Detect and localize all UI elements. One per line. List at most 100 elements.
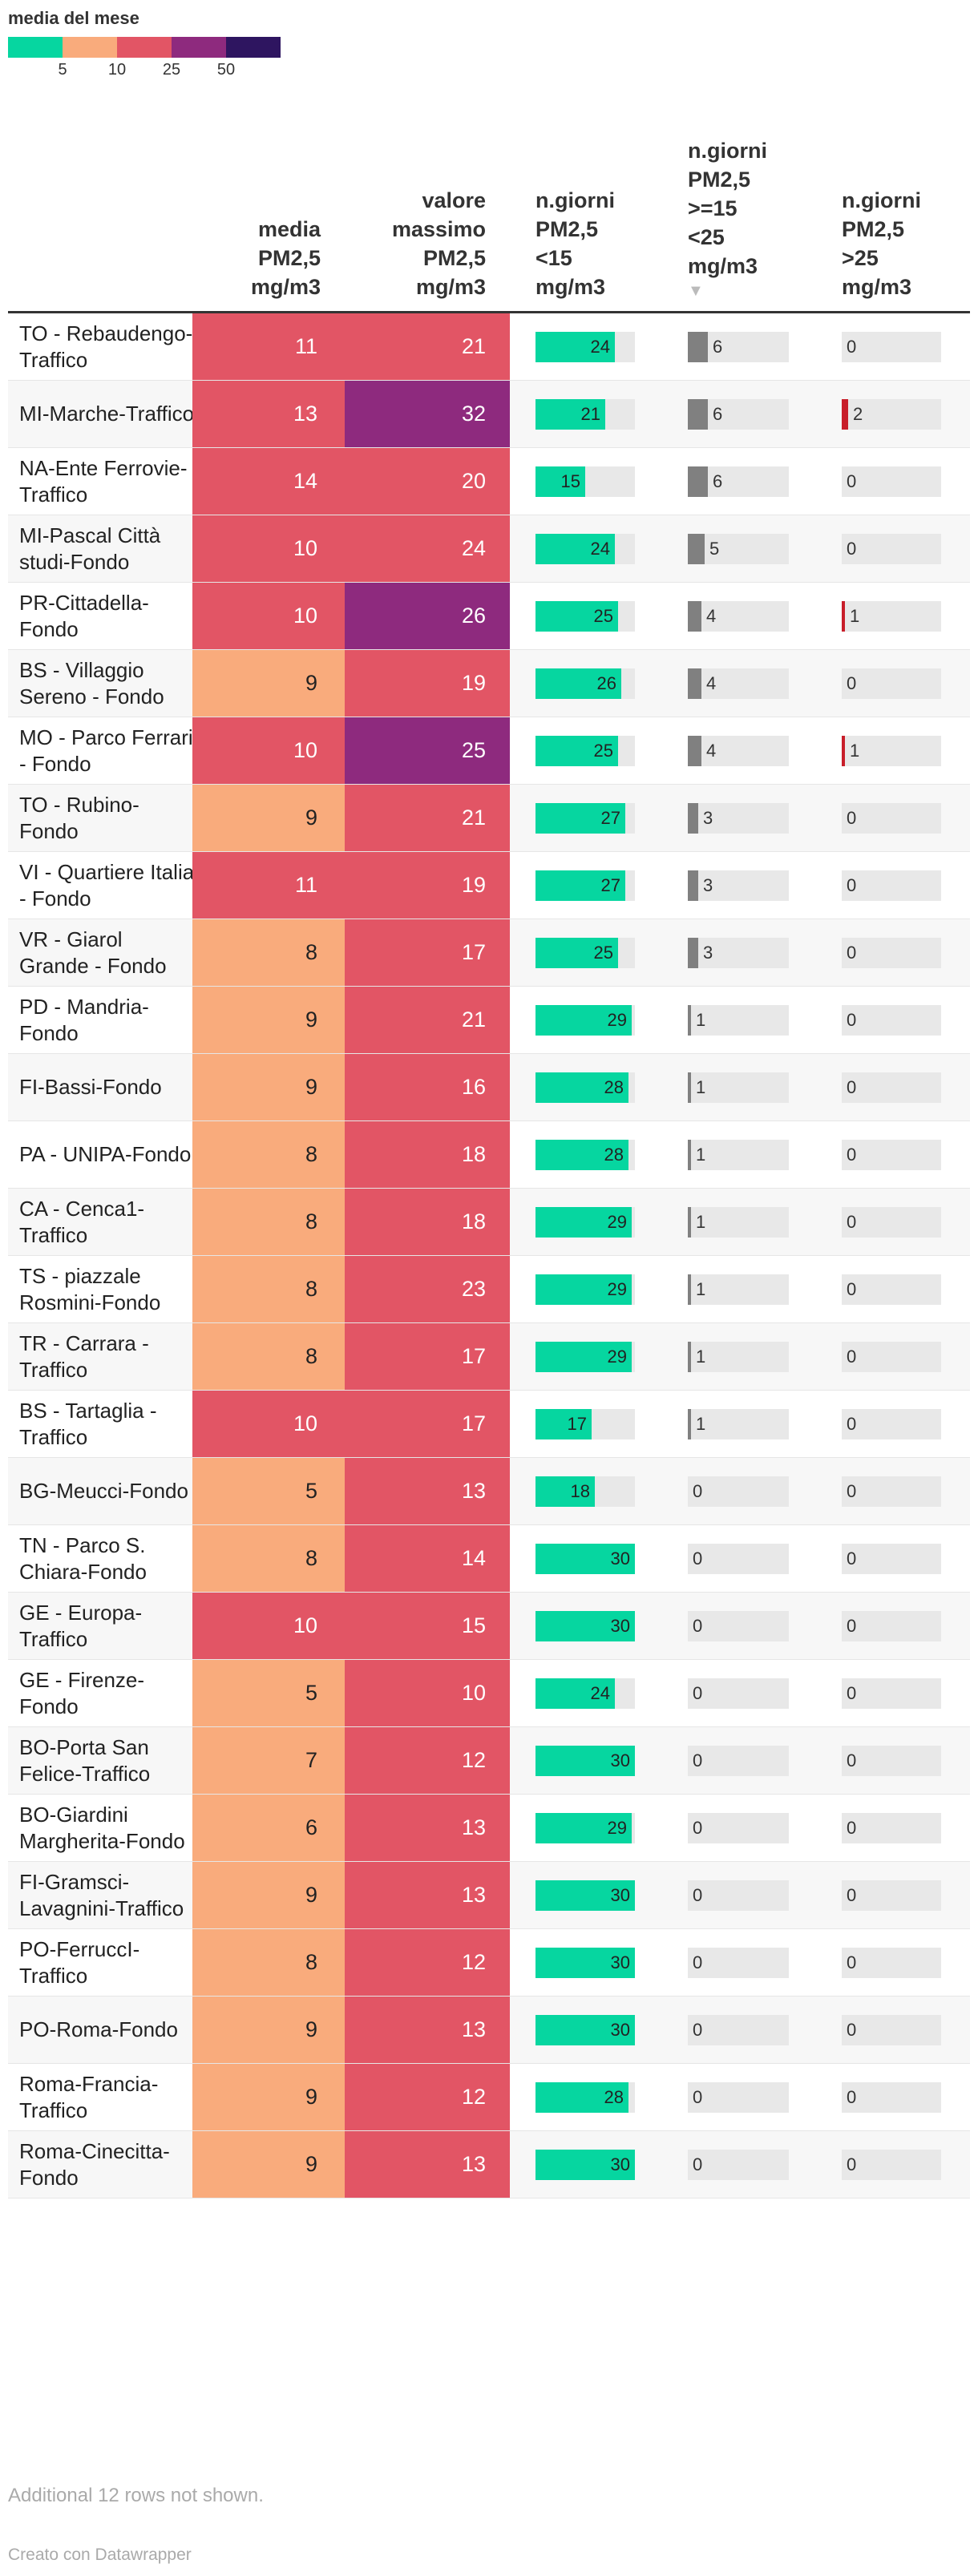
bar-track-gt25 bbox=[842, 2150, 941, 2180]
bar-track-gt25 bbox=[842, 1072, 941, 1103]
bar-label-gt25: 0 bbox=[847, 673, 857, 693]
table-header: media PM2,5 mg/m3 valore massimo PM2,5 mg/m3 n.… bbox=[8, 120, 970, 313]
bar-track-mid bbox=[688, 1544, 789, 1574]
bar-lt15 bbox=[535, 736, 618, 766]
column-header-line: PM2,5 bbox=[422, 246, 486, 270]
bar-mid bbox=[688, 1274, 691, 1305]
table-row: MO - Parco Ferrari - Fondo 10 25 25 4 1 bbox=[8, 717, 970, 785]
station-name: CA - Cenca1-Traffico bbox=[19, 1196, 145, 1247]
station-name: PD - Mandria-Fondo bbox=[19, 994, 149, 1045]
column-header-lt15[interactable]: n.giorni PM2,5 <15 mg/m3 bbox=[535, 186, 664, 301]
media-value-cell: 8 bbox=[192, 1323, 345, 1390]
bar-label-gt25: 1 bbox=[850, 741, 860, 761]
bar-track-lt15 bbox=[535, 1476, 635, 1507]
column-header-line: media bbox=[257, 217, 321, 241]
bar-label-lt15: 28 bbox=[604, 1145, 624, 1165]
bar-track-gt25 bbox=[842, 803, 941, 834]
bar-label-gt25: 0 bbox=[847, 1952, 857, 1972]
legend-swatch bbox=[226, 37, 281, 58]
bar-track-lt15 bbox=[535, 1274, 635, 1305]
max-value-cell: 12 bbox=[345, 1727, 510, 1794]
bar-lt15 bbox=[535, 2015, 635, 2045]
media-value-cell: 9 bbox=[192, 2131, 345, 2198]
table-row: GE - Europa-Traffico 10 15 30 0 0 bbox=[8, 1593, 970, 1660]
bar-label-lt15: 30 bbox=[610, 2020, 630, 2040]
bar-track-mid bbox=[688, 1611, 789, 1641]
header-rule bbox=[8, 311, 970, 313]
bar-mid bbox=[688, 1005, 691, 1036]
table-row: VI - Quartiere Italia - Fondo 11 19 27 3 0 bbox=[8, 852, 970, 919]
bar-label-lt15: 24 bbox=[590, 337, 610, 357]
bar-label-mid: 1 bbox=[696, 1010, 706, 1030]
station-name: MI-Marche-Traffico bbox=[19, 402, 195, 426]
bar-track-mid bbox=[688, 1746, 789, 1776]
bar-mid bbox=[688, 1072, 691, 1103]
column-header-line: PM2,5 bbox=[535, 217, 599, 241]
bar-track-lt15 bbox=[535, 2015, 635, 2045]
bar-label-gt25: 0 bbox=[847, 1683, 857, 1703]
bar-label-lt15: 30 bbox=[610, 1885, 630, 1905]
media-value-cell: 8 bbox=[192, 1929, 345, 1996]
bar-label-gt25: 0 bbox=[847, 875, 857, 895]
bar-track-mid bbox=[688, 870, 789, 901]
station-name: BO-Giardini Margherita-Fondo bbox=[19, 1802, 185, 1853]
legend-tick-label: 10 bbox=[107, 61, 127, 79]
bar-label-mid: 0 bbox=[693, 2020, 703, 2040]
media-value-cell: 6 bbox=[192, 1795, 345, 1861]
footer-note: Additional 12 rows not shown. bbox=[8, 2485, 264, 2506]
bar-track-lt15 bbox=[535, 2082, 635, 2113]
bar-track-gt25 bbox=[842, 399, 941, 430]
bar-lt15 bbox=[535, 399, 605, 430]
column-header-media[interactable]: media PM2,5 mg/m3 bbox=[192, 215, 321, 301]
bar-label-mid: 1 bbox=[696, 1077, 706, 1097]
table-row: MI-Pascal Città studi-Fondo 10 24 24 5 0 bbox=[8, 515, 970, 583]
station-name: PO-FerruccI-Traffico bbox=[19, 1936, 140, 1988]
bar-mid bbox=[688, 668, 701, 699]
max-value-cell: 17 bbox=[345, 1323, 510, 1390]
legend-swatch bbox=[117, 37, 172, 58]
max-value-cell: 13 bbox=[345, 1862, 510, 1928]
footer-credit[interactable]: Creato con Datawrapper bbox=[8, 2546, 192, 2564]
bar-lt15 bbox=[535, 1072, 628, 1103]
column-header-gt25[interactable]: n.giorni PM2,5 >25 mg/m3 bbox=[842, 186, 970, 301]
bar-label-gt25: 0 bbox=[847, 1077, 857, 1097]
max-value-cell: 13 bbox=[345, 1997, 510, 2063]
bar-label-gt25: 0 bbox=[847, 471, 857, 491]
column-header-mid[interactable]: n.giorni PM2,5 >=15 <25 mg/m3 ▼ bbox=[688, 136, 816, 301]
media-value-cell: 9 bbox=[192, 987, 345, 1053]
bar-track-mid bbox=[688, 736, 789, 766]
bar-label-gt25: 0 bbox=[847, 2154, 857, 2174]
bar-track-mid bbox=[688, 938, 789, 968]
bar-mid bbox=[688, 601, 701, 632]
station-name: BO-Porta San Felice-Traffico bbox=[19, 1734, 151, 1786]
bar-track-lt15 bbox=[535, 1746, 635, 1776]
column-header-line: PM2,5 bbox=[688, 168, 751, 192]
bar-track-gt25 bbox=[842, 2082, 941, 2113]
bar-label-gt25: 1 bbox=[850, 606, 860, 626]
max-value-cell: 13 bbox=[345, 2131, 510, 2198]
bar-track-lt15 bbox=[535, 1140, 635, 1170]
max-value-cell: 13 bbox=[345, 1795, 510, 1861]
sort-descending-icon[interactable]: ▼ bbox=[688, 282, 704, 300]
bar-label-lt15: 29 bbox=[607, 1818, 627, 1838]
bar-track-gt25 bbox=[842, 668, 941, 699]
bar-track-lt15 bbox=[535, 1409, 635, 1439]
column-header-line: <15 bbox=[535, 246, 572, 270]
bar-label-mid: 1 bbox=[696, 1414, 706, 1434]
bar-mid bbox=[688, 803, 698, 834]
table-row: TO - Rebaudengo-Traffico 11 21 24 6 0 bbox=[8, 313, 970, 381]
bar-lt15 bbox=[535, 1880, 635, 1911]
bar-lt15 bbox=[535, 803, 625, 834]
bar-label-mid: 3 bbox=[703, 943, 713, 963]
column-header-max[interactable]: valore massimo PM2,5 mg/m3 bbox=[345, 186, 486, 301]
bar-lt15 bbox=[535, 1813, 632, 1843]
bar-label-mid: 0 bbox=[693, 1750, 703, 1770]
bar-label-lt15: 30 bbox=[610, 1750, 630, 1770]
station-name: TN - Parco S. Chiara-Fondo bbox=[19, 1532, 147, 1584]
column-header-line: PM2,5 bbox=[842, 217, 905, 241]
table-row: CA - Cenca1-Traffico 8 18 29 1 0 bbox=[8, 1189, 970, 1256]
media-value-cell: 9 bbox=[192, 1054, 345, 1120]
bar-track-lt15 bbox=[535, 1005, 635, 1036]
legend-swatch bbox=[172, 37, 226, 58]
bar-track-gt25 bbox=[842, 601, 941, 632]
